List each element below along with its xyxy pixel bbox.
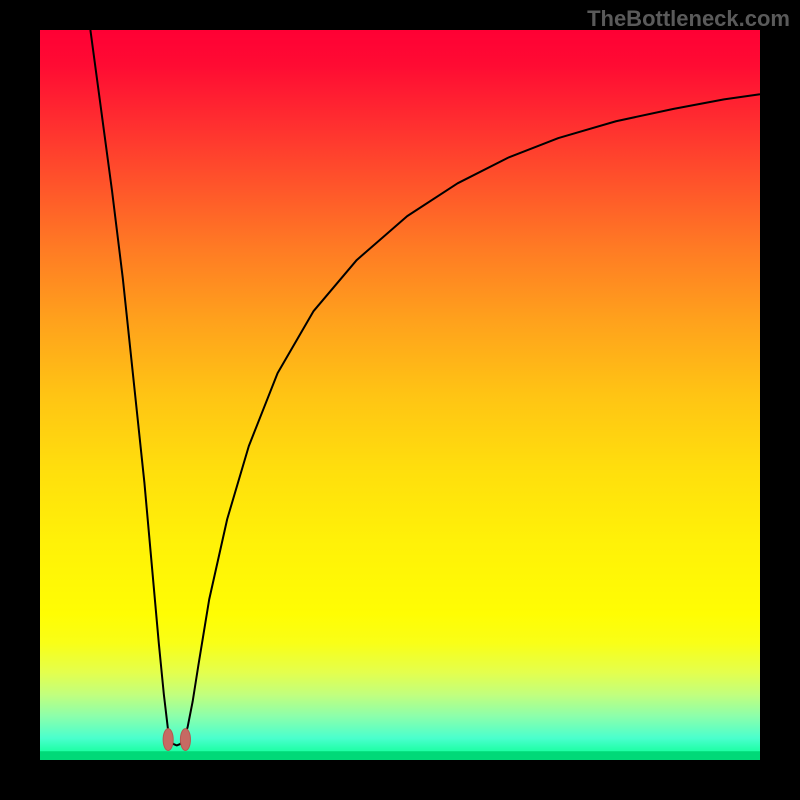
optimal_left-marker [163,729,173,751]
bottleneck-chart [0,0,800,800]
baseline-band [40,751,760,760]
optimal_right-marker [180,729,190,751]
watermark-text: TheBottleneck.com [587,6,790,32]
chart-background [40,30,760,760]
